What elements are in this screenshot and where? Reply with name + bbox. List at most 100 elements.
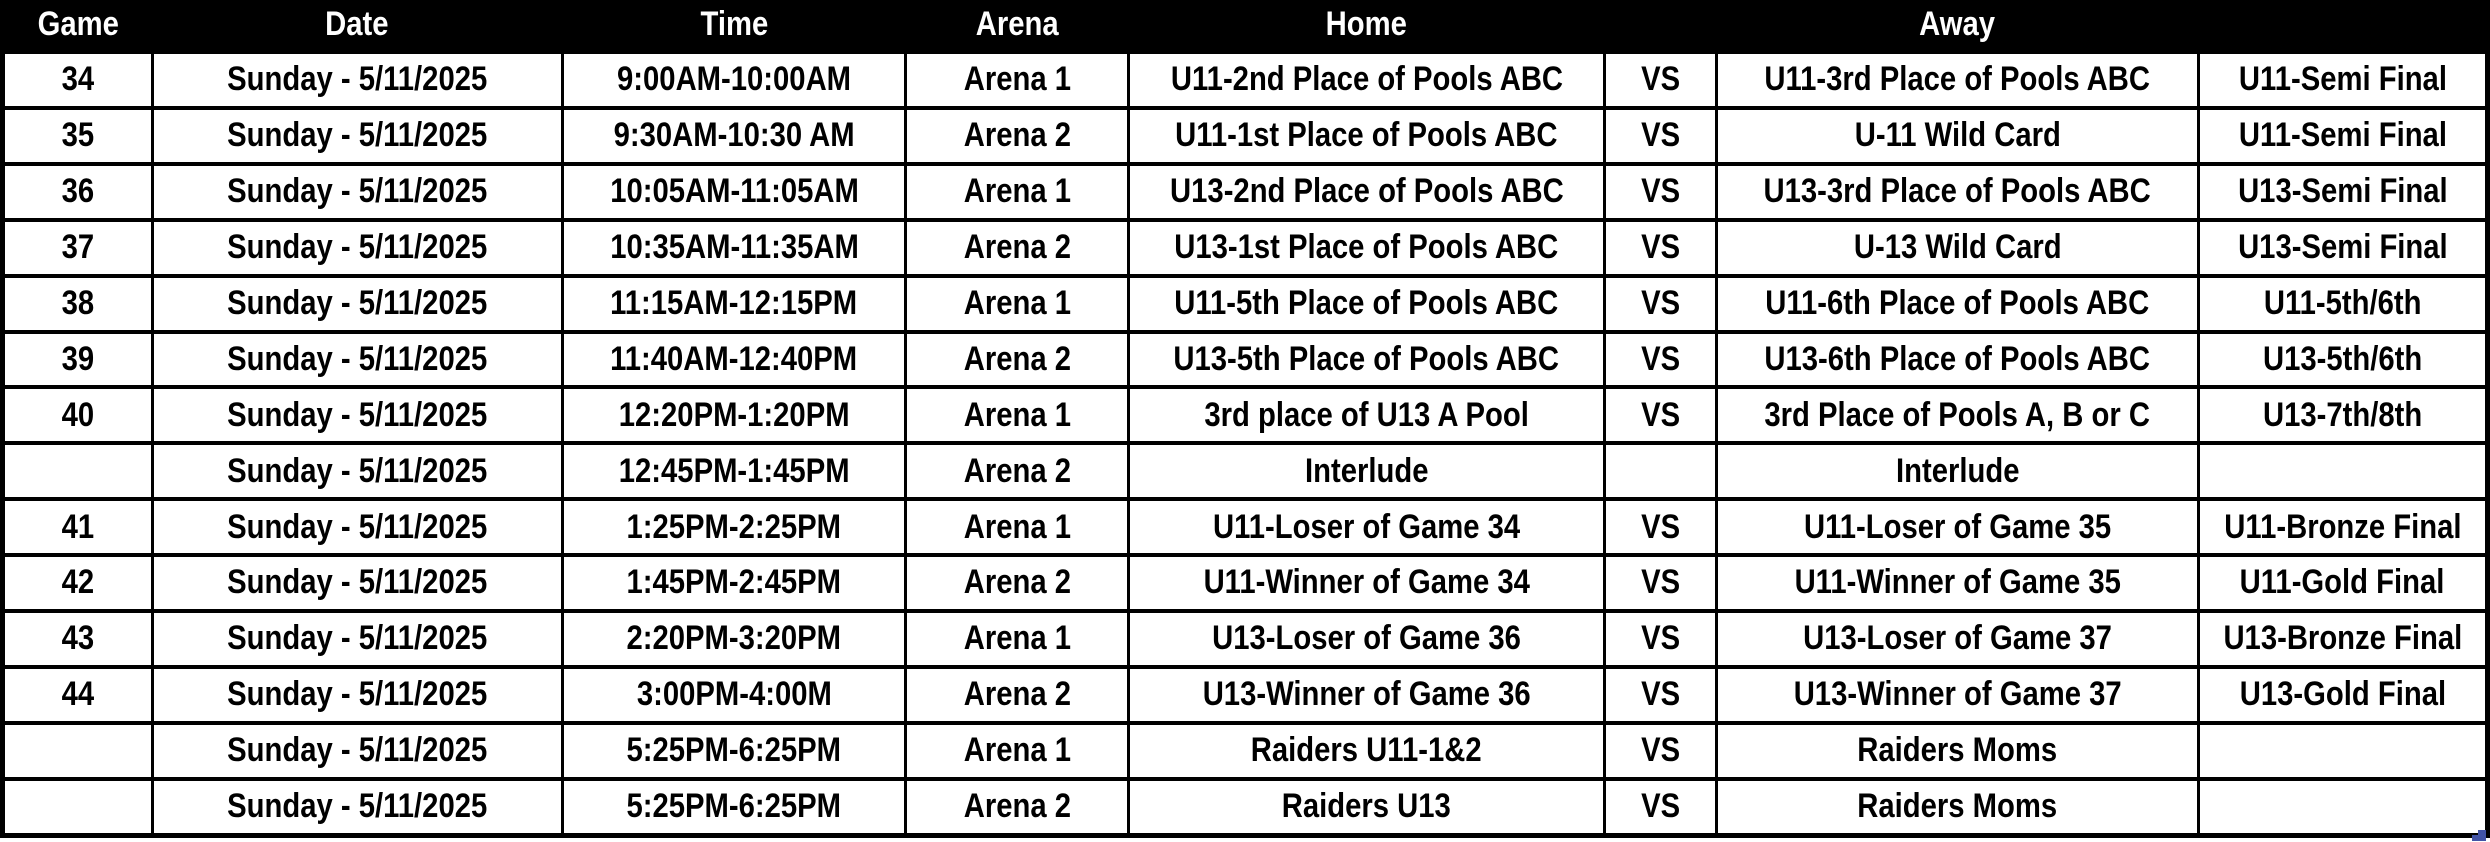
table-row: Sunday - 5/11/2025 5:25PM-6:25PM Arena 2… [1,776,2490,838]
vs-label: VS [1640,395,1680,434]
vs-label: VS [1640,60,1680,99]
col-header-vs [1604,0,1717,52]
cell-home: U13-2nd Place of Pools ABC [1126,161,1607,222]
cell-home: U13-5th Place of Pools ABC [1126,329,1607,390]
home-team: Interlude [1304,451,1429,490]
game-time: 9:30AM-10:30 AM [613,116,855,155]
game-number: 39 [61,339,95,378]
cell-vs: VS [1603,273,1718,334]
vs-label: VS [1640,619,1680,658]
home-team: U11-5th Place of Pools ABC [1174,283,1559,322]
round-label: U11-Bronze Final [2223,507,2462,546]
game-time: 11:40AM-12:40PM [610,339,858,378]
vs-label: VS [1640,675,1680,714]
game-arena: Arena 2 [963,339,1071,378]
round-label: U13-Gold Final [2239,675,2446,714]
table-row: 38 Sunday - 5/11/2025 11:15AM-12:15PM Ar… [1,273,2490,334]
round-label: U11-Semi Final [2238,116,2447,155]
cell-date: Sunday - 5/11/2025 [150,50,564,110]
cell-date: Sunday - 5/11/2025 [150,776,564,838]
col-header-home-label: Home [1325,5,1408,44]
cell-vs: VS [1603,217,1718,278]
cell-away: U13-Winner of Game 37 [1714,664,2200,725]
game-date: Sunday - 5/11/2025 [227,507,488,546]
vs-label: VS [1640,507,1680,546]
cell-vs: VS [1603,609,1718,669]
cell-home: Raiders U13 [1126,776,1607,838]
col-header-game: Game [2,0,153,52]
cell-final: U11-Semi Final [2196,50,2490,110]
away-team: U11-6th Place of Pools ABC [1765,283,2150,322]
col-header-date: Date [152,0,563,52]
cell-arena: Arena 1 [904,385,1130,446]
cell-time: 11:15AM-12:15PM [560,273,908,334]
table-row: Sunday - 5/11/2025 12:45PM-1:45PM Arena … [1,441,2490,502]
cell-final: U13-Gold Final [2196,664,2490,725]
game-arena: Arena 2 [963,451,1071,490]
cell-time: 5:25PM-6:25PM [560,776,908,838]
cell-time: 10:35AM-11:35AM [560,217,908,278]
away-team: U13-Loser of Game 37 [1803,619,2112,658]
away-team: U-13 Wild Card [1853,227,2062,266]
cell-arena: Arena 2 [904,664,1130,725]
cell-home: U11-5th Place of Pools ABC [1126,273,1607,334]
game-number: 43 [61,619,95,658]
cell-arena: Arena 2 [904,105,1130,166]
game-arena: Arena 1 [963,172,1071,211]
cell-game [1,441,154,502]
vs-label: VS [1640,339,1680,378]
home-team: Raiders U13 [1281,787,1451,826]
cell-time: 10:05AM-11:05AM [560,161,908,222]
header-row: Game Date Time Arena Home Away [2,0,2488,52]
cell-vs: VS [1603,720,1718,781]
col-header-time: Time [562,0,906,52]
away-team: U11-Winner of Game 35 [1794,563,2121,602]
game-arena: Arena 1 [963,395,1071,434]
cell-date: Sunday - 5/11/2025 [150,609,564,669]
game-number: 35 [61,116,95,155]
cell-time: 2:20PM-3:20PM [560,609,908,669]
cell-time: 11:40AM-12:40PM [560,329,908,390]
cell-arena: Arena 2 [904,441,1130,502]
cell-home: Interlude [1126,441,1607,502]
cell-away: U-13 Wild Card [1714,217,2200,278]
col-header-home: Home [1128,0,1605,52]
game-arena: Arena 1 [963,619,1071,658]
cell-arena: Arena 2 [904,776,1130,838]
cell-game: 40 [1,385,154,446]
cell-vs: VS [1603,497,1718,558]
table-row: 35 Sunday - 5/11/2025 9:30AM-10:30 AM Ar… [1,105,2490,166]
away-team: U13-Winner of Game 37 [1793,675,2122,714]
col-header-date-label: Date [325,5,389,44]
cell-date: Sunday - 5/11/2025 [150,329,564,390]
game-time: 11:15AM-12:15PM [610,283,858,322]
game-date: Sunday - 5/11/2025 [227,563,488,602]
table-row: 36 Sunday - 5/11/2025 10:05AM-11:05AM Ar… [1,161,2490,222]
game-time: 12:20PM-1:20PM [618,395,850,434]
table-resize-handle-icon[interactable] [2472,830,2486,841]
cell-away: U11-Winner of Game 35 [1714,553,2200,614]
col-header-final [2198,0,2488,52]
cell-game: 44 [1,664,154,725]
away-team: U13-6th Place of Pools ABC [1764,339,2151,378]
home-team: U13-2nd Place of Pools ABC [1169,172,1564,211]
cell-game: 35 [1,105,154,166]
cell-final: U11-Gold Final [2196,553,2490,614]
cell-date: Sunday - 5/11/2025 [150,720,564,781]
cell-vs: VS [1603,50,1718,110]
cell-vs: VS [1603,553,1718,614]
cell-game: 42 [1,553,154,614]
cell-vs: VS [1603,105,1718,166]
cell-vs: VS [1603,329,1718,390]
game-number: 37 [61,227,95,266]
table-row: 44 Sunday - 5/11/2025 3:00PM-4:00M Arena… [1,664,2490,725]
cell-away: U-11 Wild Card [1714,105,2200,166]
cell-time: 5:25PM-6:25PM [560,720,908,781]
game-number: 34 [61,60,95,99]
cell-final [2196,776,2490,838]
cell-arena: Arena 1 [904,720,1130,781]
cell-away: Interlude [1714,441,2200,502]
vs-label: VS [1640,563,1680,602]
round-label: U11-5th/6th [2263,283,2422,322]
table-row: 42 Sunday - 5/11/2025 1:45PM-2:45PM Aren… [1,553,2490,614]
